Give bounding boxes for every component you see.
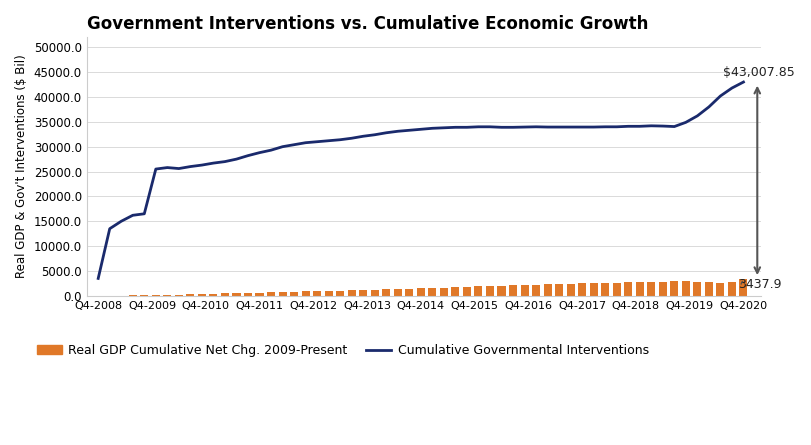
Bar <box>416 288 424 296</box>
Bar <box>198 294 206 296</box>
Bar <box>278 292 286 296</box>
Bar <box>566 284 574 296</box>
Bar <box>301 291 309 296</box>
Bar <box>324 291 333 296</box>
Bar <box>555 284 563 296</box>
Bar <box>727 283 735 296</box>
Bar <box>140 295 148 296</box>
Cumulative Governmental Interventions <box>738 79 748 85</box>
Bar <box>232 293 240 296</box>
Bar <box>347 290 355 296</box>
Bar <box>531 285 539 296</box>
Bar <box>209 294 217 296</box>
Bar <box>371 290 378 296</box>
Bar <box>624 283 632 296</box>
Bar <box>427 288 436 296</box>
Text: $43,007.85: $43,007.85 <box>722 66 793 79</box>
Bar <box>405 288 413 296</box>
Cumulative Governmental Interventions <box>542 125 551 130</box>
Bar <box>382 289 390 296</box>
Bar <box>658 282 666 296</box>
Bar <box>669 281 677 296</box>
Bar <box>474 287 482 296</box>
Bar <box>485 286 493 296</box>
Bar <box>497 286 505 296</box>
Bar <box>612 283 620 296</box>
Bar <box>451 287 459 296</box>
Bar <box>600 283 608 296</box>
Bar <box>440 287 448 296</box>
Bar <box>336 291 344 296</box>
Bar <box>290 292 298 296</box>
Bar <box>543 284 551 296</box>
Cumulative Governmental Interventions <box>116 218 126 224</box>
Bar <box>681 281 689 296</box>
Bar <box>635 282 643 296</box>
Bar <box>174 295 182 296</box>
Bar <box>462 287 470 296</box>
Cumulative Governmental Interventions <box>93 276 103 281</box>
Bar <box>393 289 401 296</box>
Line: Cumulative Governmental Interventions: Cumulative Governmental Interventions <box>98 82 743 279</box>
Bar <box>255 293 264 296</box>
Bar <box>646 282 654 296</box>
Cumulative Governmental Interventions <box>128 213 138 218</box>
Bar <box>715 283 723 296</box>
Bar <box>704 283 712 296</box>
Bar <box>186 294 194 296</box>
Bar <box>508 285 517 296</box>
Text: Government Interventions vs. Cumulative Economic Growth: Government Interventions vs. Cumulative … <box>87 15 647 33</box>
Bar <box>520 285 528 296</box>
Cumulative Governmental Interventions <box>370 132 380 138</box>
Bar <box>693 282 701 296</box>
Y-axis label: Real GDP & Gov't Interventions ($ Bil): Real GDP & Gov't Interventions ($ Bil) <box>15 55 28 279</box>
Bar <box>589 283 597 296</box>
Bar <box>358 290 367 296</box>
Bar <box>267 292 275 296</box>
Bar <box>221 293 229 296</box>
Bar <box>313 291 321 296</box>
Bar <box>163 295 171 296</box>
Bar <box>577 283 586 296</box>
Cumulative Governmental Interventions <box>530 124 540 129</box>
Bar <box>243 293 251 296</box>
Legend: Real GDP Cumulative Net Chg. 2009-Present, Cumulative Governmental Interventions: Real GDP Cumulative Net Chg. 2009-Presen… <box>32 339 653 362</box>
Bar <box>152 295 160 296</box>
Cumulative Governmental Interventions <box>266 147 276 153</box>
Text: 3437.9: 3437.9 <box>737 278 780 291</box>
Bar <box>739 279 747 296</box>
